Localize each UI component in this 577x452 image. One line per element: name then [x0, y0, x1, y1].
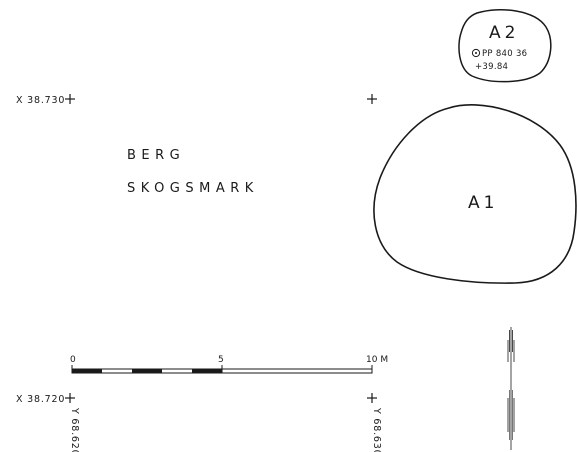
- vegetation-label: SKOGSMARK: [127, 181, 259, 196]
- scale-bar: 0 5 10 M: [70, 355, 388, 374]
- grid-cross-top-left: [65, 94, 75, 104]
- scale-label-end: 10 M: [366, 355, 388, 365]
- north-arrow-icon: [507, 327, 515, 450]
- grid-cross-top-right: [367, 94, 377, 104]
- scale-label-start: 0: [70, 355, 76, 365]
- feature-a1-label: A1: [468, 193, 498, 213]
- feature-a2-label: A2: [489, 23, 519, 43]
- benchmark-reference: PP 840 36: [482, 49, 527, 59]
- x-coordinate-bottom: X 38.720: [16, 394, 65, 405]
- feature-a2-outline: [458, 8, 552, 83]
- x-coordinate-top: X 38.730: [16, 95, 65, 106]
- scale-label-mid: 5: [218, 355, 224, 365]
- feature-a1-outline: [373, 104, 577, 284]
- grid-cross-bottom-left: [65, 393, 75, 403]
- circle-dot-icon: [471, 48, 481, 58]
- grid-cross-bottom-right: [367, 393, 377, 403]
- benchmark-elevation: +39.84: [475, 62, 508, 72]
- y-coordinate-right: Y 68.630: [371, 407, 382, 452]
- ground-type-label: BERG: [127, 148, 185, 163]
- y-coordinate-left: Y 68.620: [69, 407, 80, 452]
